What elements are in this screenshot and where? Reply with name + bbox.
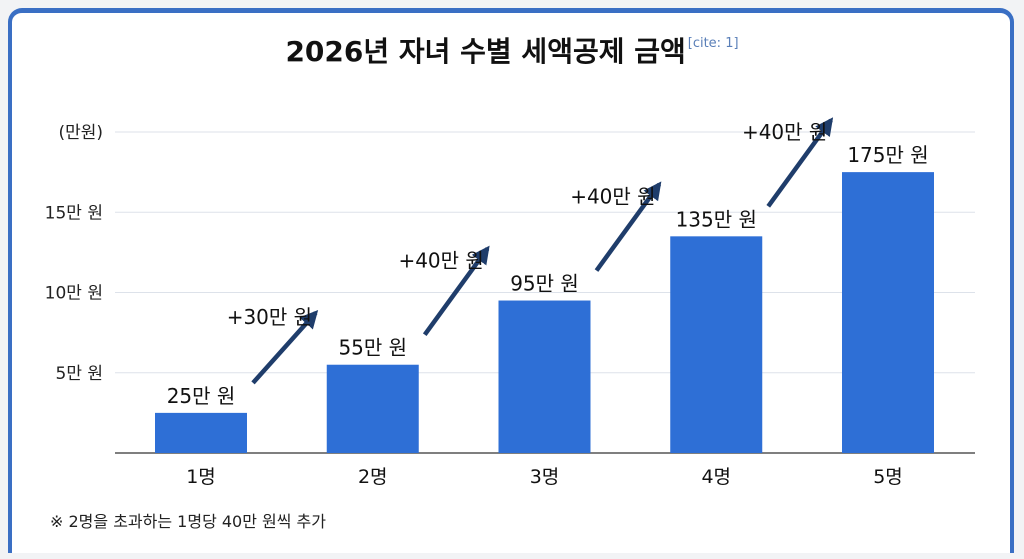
increment-label: +40만 원 [742, 120, 827, 144]
bar [326, 364, 419, 453]
x-tick-label: 2명 [358, 466, 388, 488]
x-tick-label: 3명 [530, 466, 560, 488]
bar [842, 172, 934, 453]
y-tick-label: 5만 원 [56, 364, 104, 384]
x-tick-label: 1명 [186, 466, 216, 488]
data-label: 25만 원 [167, 384, 236, 408]
data-label: 95만 원 [510, 272, 579, 296]
footnote: ※ 2명을 초과하는 1명당 40만 원씩 추가 [50, 512, 327, 531]
increment-label: +30만 원 [227, 305, 312, 329]
chart-title: 2026년 자녀 수별 세액공제 금액 [cite: 1] [0, 30, 1024, 70]
y-tick-label: 15만 원 [45, 203, 103, 223]
increment-arrow [251, 310, 319, 385]
increment-arrow [422, 245, 490, 337]
data-label: 175만 원 [847, 143, 928, 167]
x-tick-label: 5명 [873, 466, 903, 488]
increment-label: +40만 원 [398, 249, 483, 273]
bar [498, 300, 591, 453]
y-tick-label: (만원) [58, 123, 103, 143]
bar [155, 412, 247, 453]
increment-arrow [766, 117, 834, 208]
increment-arrow [594, 181, 662, 272]
chart-title-text: 2026년 자녀 수별 세액공제 금액 [285, 35, 686, 68]
x-tick-label: 4명 [701, 466, 731, 488]
data-label: 55만 원 [338, 336, 407, 360]
increment-label: +40만 원 [570, 184, 655, 208]
title-citation: [cite: 1] [687, 36, 739, 51]
y-tick-label: 10만 원 [45, 284, 103, 304]
data-label: 135만 원 [676, 207, 757, 231]
bar [670, 236, 763, 453]
